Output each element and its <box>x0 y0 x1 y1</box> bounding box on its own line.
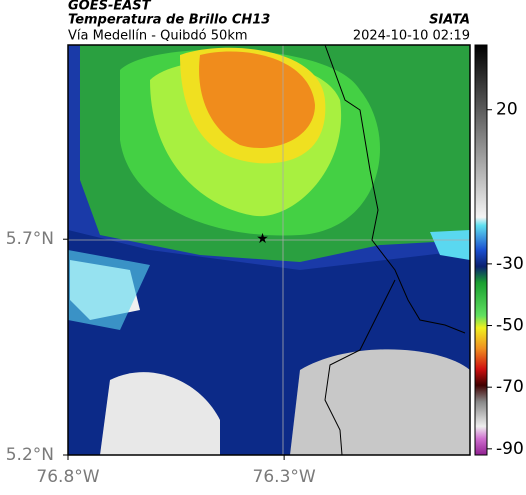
region: Vía Medellín - Quibdó 50km <box>68 29 248 44</box>
subtitle: Temperatura de Brillo CH13 <box>68 13 270 28</box>
x-tick-label: 76.8°W <box>36 467 99 487</box>
border <box>324 45 466 334</box>
colorbar-tick-label: -50 <box>496 316 524 336</box>
border <box>324 279 396 455</box>
colorbar-tick-label: -30 <box>496 254 524 274</box>
timestamp: 2024-10-10 02:19 <box>353 29 470 44</box>
y-tick-label: 5.2°N <box>6 445 54 465</box>
title: GOES-EAST <box>68 0 152 14</box>
map-frame <box>67 44 471 456</box>
colorbar-tick-label: -70 <box>496 377 524 397</box>
colorbar <box>474 44 488 456</box>
y-tick-label: 5.7°N <box>6 229 54 249</box>
dynamic: 76.8°W 76.3°W 5.2°N 5.7°N ★ 20 -30 -50 -70 -90 <box>6 100 524 487</box>
colorbar-tick-label: 20 <box>496 100 518 120</box>
colorbar-tick-label: -90 <box>496 439 524 459</box>
station-marker: ★ <box>256 231 269 247</box>
satellite-image <box>68 45 470 455</box>
x-tick-label: 76.3°W <box>253 467 316 487</box>
source: SIATA <box>429 13 470 28</box>
